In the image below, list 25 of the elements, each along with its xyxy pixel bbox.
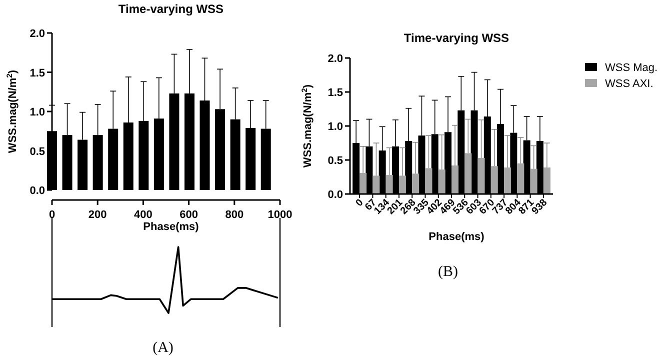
x-tick-label: 200: [88, 209, 107, 221]
text: (A): [152, 340, 174, 356]
x-tick-label: 600: [180, 209, 198, 221]
y-tick-label: 1.0: [328, 121, 343, 133]
legend-label: WSS AXI.: [605, 78, 654, 90]
x-tick-label: 400: [134, 209, 152, 221]
y-tick-label: 2.0: [328, 53, 343, 65]
legend-label: WSS Mag.: [605, 62, 658, 74]
chart-title: Time-varying WSS: [118, 2, 224, 16]
y-tick-label: 0.0: [328, 189, 343, 201]
y-tick-label: 2.0: [30, 28, 45, 40]
x-axis-title: Phase(ms): [143, 221, 200, 233]
x-tick-label: 800: [225, 209, 244, 221]
chart-title: Time-varying WSS: [404, 31, 510, 45]
y-tick-label: 1.5: [30, 67, 45, 80]
x-tick-label: 1000: [268, 209, 292, 221]
y-tick-label: 0.0: [30, 185, 45, 197]
x-axis-title: Phase(ms): [428, 231, 485, 243]
y-tick-label: 1.5: [328, 87, 343, 99]
text: (B): [438, 264, 458, 280]
y-tick-label: 0.5: [328, 155, 343, 167]
y-tick-label: 1.0: [30, 106, 45, 118]
y-tick-label: 0.5: [30, 146, 45, 158]
x-tick-label: 0: [48, 209, 56, 221]
x-tick-label: 0: [354, 197, 366, 210]
